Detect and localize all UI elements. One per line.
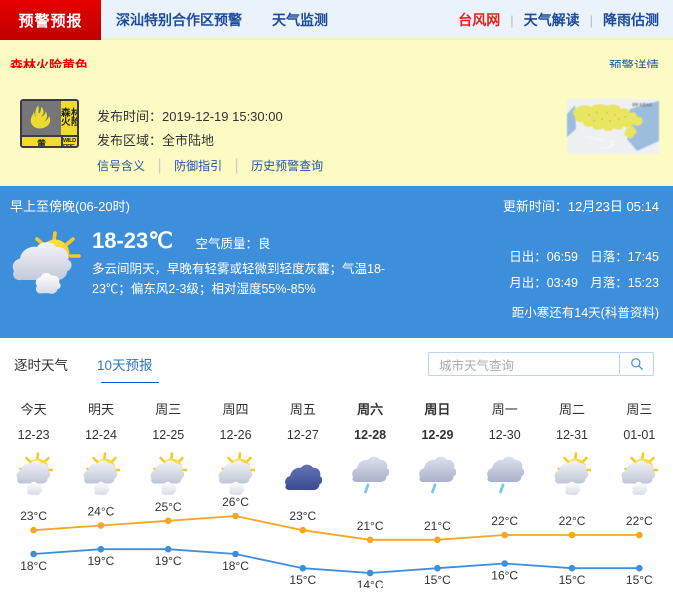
svg-text:22°C: 22°C bbox=[559, 514, 586, 528]
svg-text:26°C: 26°C bbox=[222, 495, 249, 509]
svg-text:16°C: 16°C bbox=[491, 569, 518, 583]
svg-text:22°C: 22°C bbox=[491, 514, 518, 528]
svg-text:25°C: 25°C bbox=[155, 500, 182, 514]
svg-text:14°C: 14°C bbox=[357, 578, 384, 588]
svg-text:22°C: 22°C bbox=[626, 514, 653, 528]
svg-text:15°C: 15°C bbox=[559, 573, 586, 587]
svg-text:15°C: 15°C bbox=[424, 573, 451, 587]
svg-text:15°C: 15°C bbox=[626, 573, 653, 587]
svg-text:19°C: 19°C bbox=[155, 554, 182, 568]
svg-text:21°C: 21°C bbox=[357, 519, 384, 533]
svg-text:预警 我爱地质: 预警 我爱地质 bbox=[632, 102, 653, 107]
svg-text:24°C: 24°C bbox=[87, 505, 114, 519]
svg-text:15°C: 15°C bbox=[289, 573, 316, 587]
svg-text:23°C: 23°C bbox=[289, 509, 316, 523]
svg-text:18°C: 18°C bbox=[222, 559, 249, 573]
svg-text:21°C: 21°C bbox=[424, 519, 451, 533]
svg-text:19°C: 19°C bbox=[87, 554, 114, 568]
svg-text:18°C: 18°C bbox=[20, 559, 47, 573]
svg-text:23°C: 23°C bbox=[20, 509, 47, 523]
